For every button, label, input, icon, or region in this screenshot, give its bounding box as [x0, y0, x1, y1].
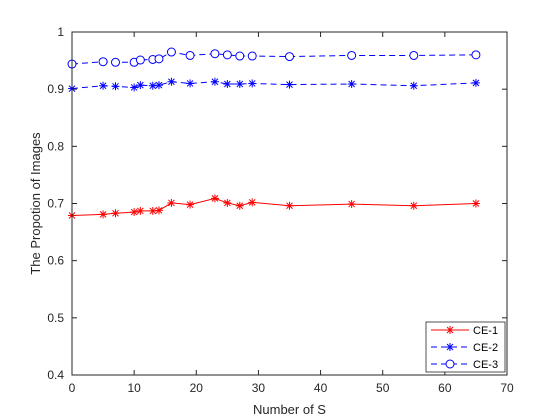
data-point-ce-1-16 — [471, 199, 480, 208]
data-point-ce-2-4 — [136, 81, 145, 90]
data-point-ce-1-4 — [136, 206, 145, 215]
data-point-ce-2-8 — [186, 79, 195, 88]
data-point-ce-3-2 — [111, 57, 120, 67]
y-axis-label: The Propotion of Images — [28, 132, 43, 275]
data-point-ce-2-9 — [210, 77, 219, 86]
data-point-ce-1-15 — [409, 201, 418, 210]
y-tick-label-1: 0.5 — [47, 311, 64, 325]
plot-area-frame — [71, 31, 508, 376]
legend-label-ce-2: CE-2 — [473, 342, 498, 354]
data-point-ce-3-12 — [247, 51, 257, 61]
data-point-ce-2-14 — [347, 80, 356, 89]
data-point-ce-1-12 — [248, 198, 257, 207]
legend-label-ce-3: CE-3 — [473, 359, 498, 371]
data-point-ce-3-7 — [166, 47, 176, 57]
y-tick-label-5: 0.9 — [47, 82, 64, 96]
data-point-ce-1-5 — [148, 206, 157, 215]
data-point-ce-2-6 — [155, 81, 163, 90]
legend-item-ce-2: CE-2 — [431, 342, 498, 354]
data-point-ce-1-3 — [130, 208, 139, 217]
data-point-ce-3-14 — [347, 50, 357, 60]
y-tick-label-0: 0.4 — [47, 368, 64, 382]
data-point-ce-1-13 — [285, 201, 294, 210]
data-point-ce-1-14 — [347, 200, 356, 209]
data-point-ce-1-11 — [235, 201, 244, 210]
data-point-ce-2-3 — [130, 83, 139, 92]
data-point-ce-2-16 — [471, 78, 480, 87]
data-point-ce-2-2 — [111, 82, 120, 91]
data-point-ce-3-9 — [210, 49, 220, 59]
x-tick-label-7: 70 — [500, 381, 514, 395]
data-point-ce-1-9 — [210, 194, 219, 203]
legend: CE-1 CE-2 CE-3 — [425, 321, 506, 373]
x-tick-label-4: 40 — [314, 381, 328, 395]
x-tick-label-2: 20 — [190, 381, 204, 395]
data-point-ce-1-7 — [167, 198, 176, 207]
y-tick-label-6: 1 — [57, 25, 64, 39]
data-point-ce-3-1 — [98, 57, 108, 67]
data-point-ce-1-10 — [223, 198, 232, 207]
series-ce-1 — [68, 194, 480, 220]
data-point-ce-3-6 — [154, 54, 164, 64]
data-point-ce-3-4 — [135, 55, 145, 65]
data-point-ce-2-15 — [409, 81, 418, 90]
data-point-ce-2-7 — [167, 77, 176, 86]
legend-marker-ce-2 — [446, 343, 454, 351]
data-point-ce-3-16 — [471, 50, 481, 60]
y-tick-label-2: 0.6 — [47, 254, 64, 268]
data-point-ce-2-1 — [99, 81, 108, 90]
data-point-ce-3-10 — [222, 50, 232, 60]
x-tick-label-3: 30 — [252, 381, 266, 395]
data-point-ce-3-11 — [235, 51, 245, 61]
data-point-ce-1-2 — [111, 209, 120, 218]
data-point-ce-1-8 — [186, 200, 195, 209]
y-tick-label-3: 0.7 — [47, 197, 64, 211]
legend-item-ce-3: CE-3 — [431, 359, 498, 371]
data-point-ce-2-12 — [248, 79, 257, 88]
x-tick-label-5: 50 — [376, 381, 390, 395]
x-axis-label: Number of S — [253, 402, 326, 417]
data-point-ce-3-15 — [409, 50, 419, 60]
data-point-ce-1-1 — [99, 210, 108, 219]
x-tick-label-0: 0 — [69, 381, 76, 395]
data-point-ce-2-11 — [235, 80, 244, 89]
legend-marker-ce-3 — [445, 359, 455, 369]
data-point-ce-3-8 — [185, 50, 195, 60]
data-point-ce-1-6 — [155, 206, 163, 215]
data-point-ce-2-10 — [223, 80, 232, 89]
legend-label-ce-1: CE-1 — [473, 325, 498, 337]
legend-marker-ce-1 — [446, 326, 454, 334]
data-point-ce-3-13 — [285, 52, 294, 62]
x-tick-label-6: 60 — [438, 381, 452, 395]
legend-item-ce-1: CE-1 — [431, 325, 498, 337]
data-point-ce-2-13 — [285, 80, 294, 89]
y-tick-label-4: 0.8 — [47, 139, 64, 153]
x-tick-label-1: 10 — [127, 381, 141, 395]
data-point-ce-2-5 — [148, 81, 157, 90]
